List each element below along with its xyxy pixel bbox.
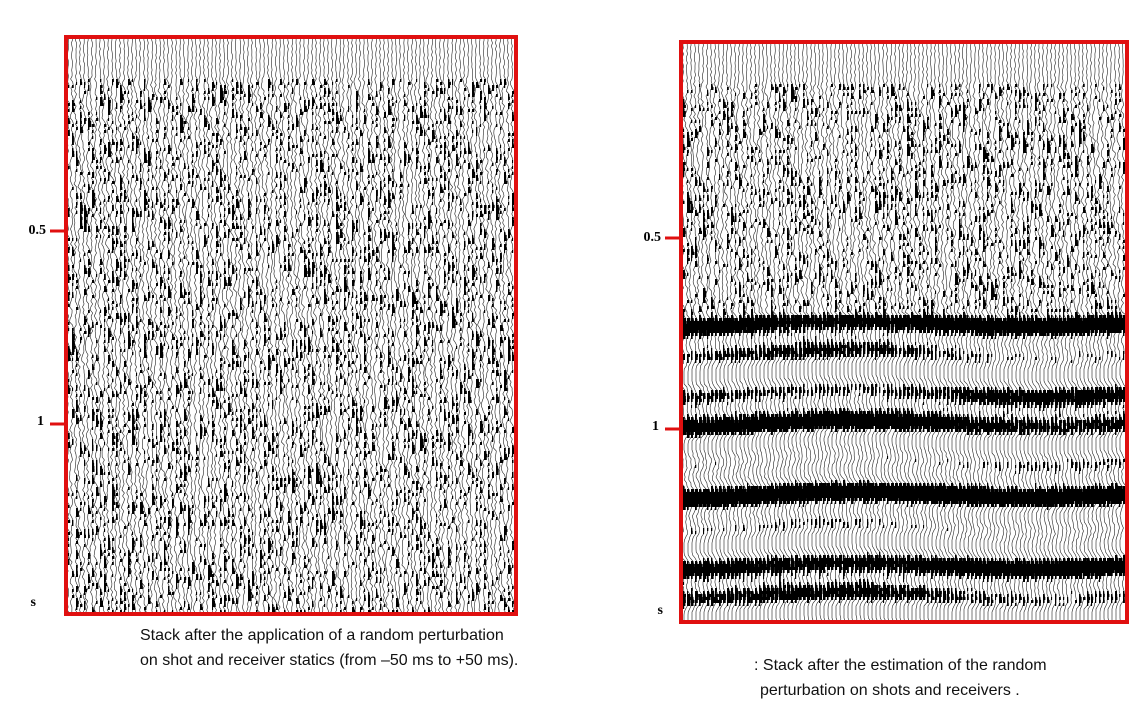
axis-label: 0.5 <box>644 230 662 245</box>
panel-frame <box>679 40 1129 624</box>
axis-label: 1 <box>37 414 44 429</box>
caption: on shot and receiver statics (from –50 m… <box>140 652 518 669</box>
right-panel <box>679 41 1127 622</box>
left-panel <box>65 36 516 616</box>
caption: perturbation on shots and receivers . <box>760 682 1020 699</box>
seismic-fill <box>683 84 1127 609</box>
axis-label: 0.5 <box>29 223 47 238</box>
seismic-fill <box>68 79 516 616</box>
axis-label: s <box>658 603 664 618</box>
axis-label: 1 <box>652 419 659 434</box>
caption: : Stack after the estimation of the rand… <box>754 657 1047 674</box>
panel-frame <box>64 35 518 616</box>
axis-label: s <box>31 595 37 610</box>
axis-ticks <box>50 229 681 431</box>
caption: Stack after the application of a random … <box>140 627 504 644</box>
